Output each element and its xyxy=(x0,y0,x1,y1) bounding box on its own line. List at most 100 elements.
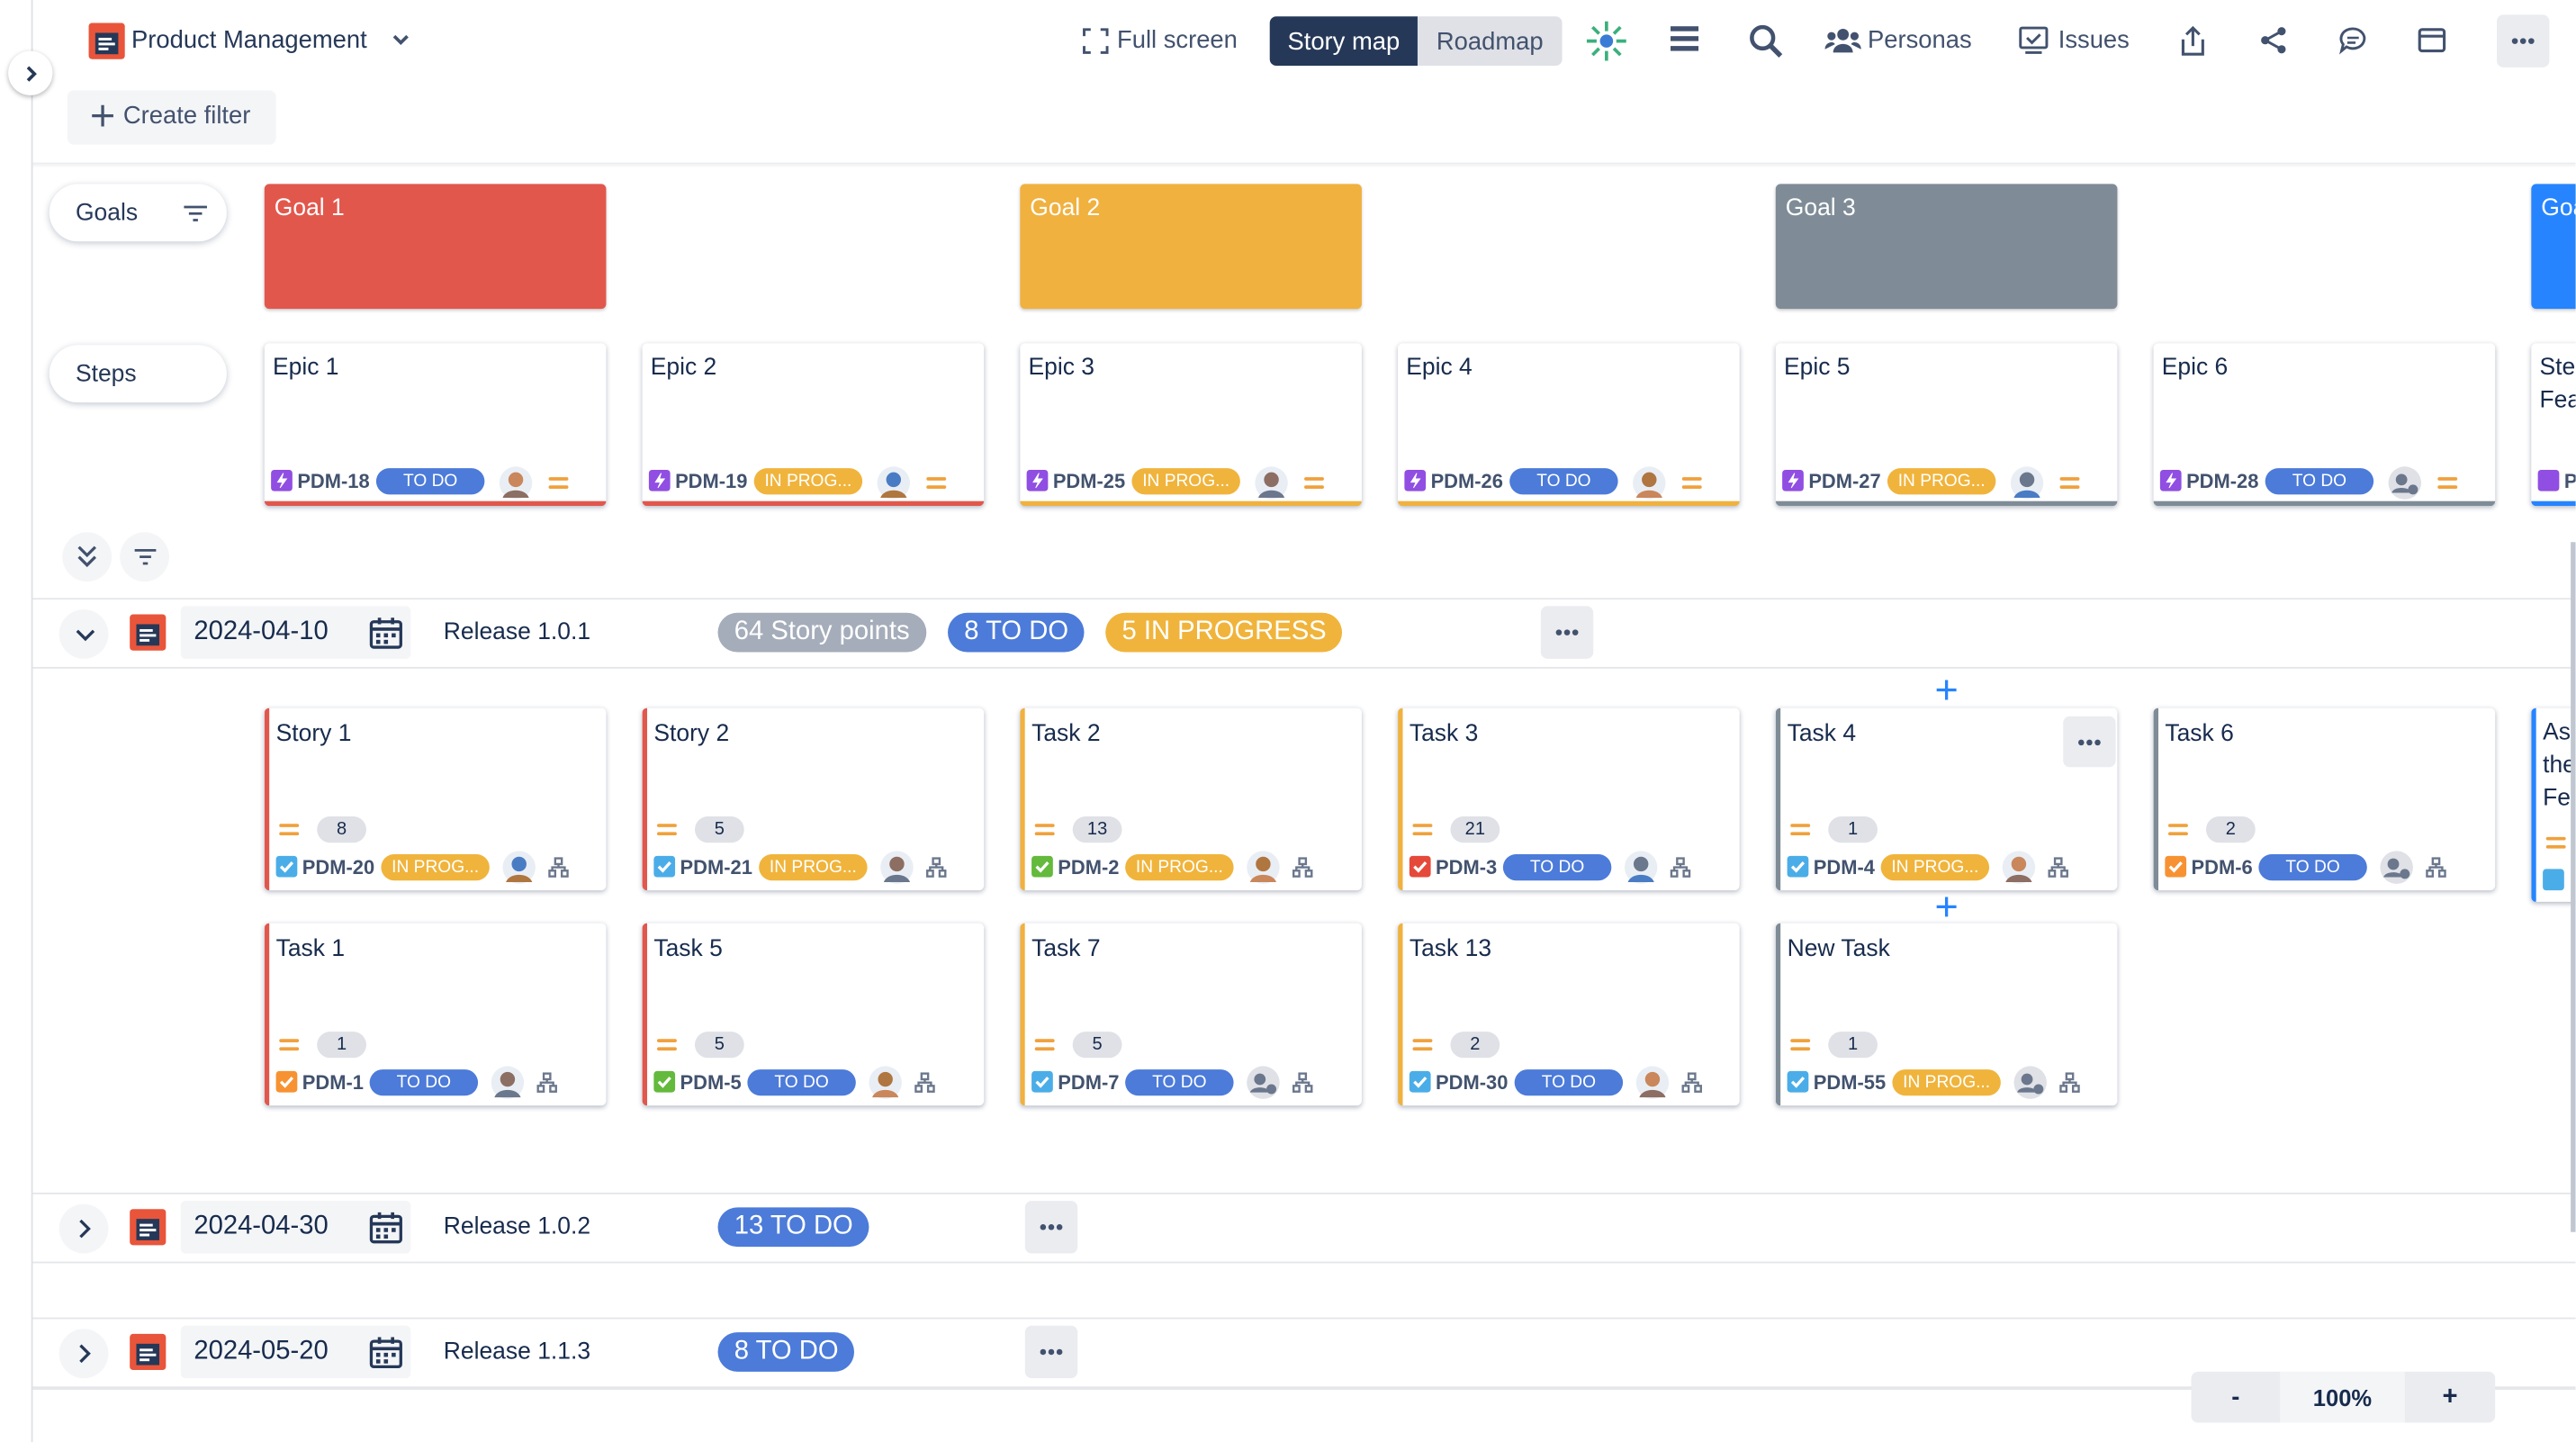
issue-type-icon xyxy=(1782,469,1804,491)
issue-type-icon xyxy=(1031,1070,1053,1093)
avatar xyxy=(1255,466,1288,500)
story-map-tab[interactable]: Story map xyxy=(1269,16,1418,66)
card-title: Task 5 xyxy=(653,936,723,963)
avatar xyxy=(502,851,536,884)
issue-type-icon xyxy=(653,855,676,878)
export-icon[interactable] xyxy=(2181,25,2205,56)
zoom-out-button[interactable]: - xyxy=(2231,1383,2240,1411)
avatar xyxy=(2388,466,2422,500)
full-screen-button[interactable]: Full screen xyxy=(1117,26,1238,55)
story-points: 13 xyxy=(1072,816,1122,843)
goal-card[interactable] xyxy=(264,184,607,310)
status-pill[interactable]: IN PROG... xyxy=(1887,468,1996,495)
issue-type-icon xyxy=(1409,855,1431,878)
release-border xyxy=(32,598,2576,600)
chevron-icon xyxy=(26,66,37,82)
scroll-track xyxy=(2571,542,2576,1232)
sidebar-toggle[interactable] xyxy=(8,50,53,95)
avatar xyxy=(1247,851,1280,884)
issue-key: PDM-19 xyxy=(675,469,748,493)
avatar xyxy=(1247,1066,1280,1099)
avatar xyxy=(491,1066,525,1099)
issue-key: PDM-7 xyxy=(1058,1070,1120,1095)
status-pill[interactable]: TO DO xyxy=(2258,854,2367,881)
avatar xyxy=(1633,466,1666,500)
status-pill[interactable]: TO DO xyxy=(1514,1069,1624,1096)
row-label-text: Goals xyxy=(75,200,139,227)
goal-card[interactable] xyxy=(2531,184,2576,310)
logo-icon xyxy=(130,1209,167,1246)
release-name: Release 1.0.2 xyxy=(443,1213,591,1240)
expand-button[interactable] xyxy=(59,609,109,659)
priority-icon xyxy=(279,824,300,836)
goal-card[interactable] xyxy=(1775,184,2118,310)
issue-type-icon xyxy=(1409,1070,1431,1093)
issue-type-icon xyxy=(271,469,293,491)
project-title[interactable]: Product Management xyxy=(131,26,367,55)
fullscreen-icon xyxy=(1083,28,1109,54)
status-pill[interactable]: IN PROG... xyxy=(1125,854,1234,881)
dots-icon xyxy=(2511,38,2535,44)
status-pill[interactable]: TO DO xyxy=(1509,468,1618,495)
priority-icon xyxy=(1412,824,1433,836)
avatar xyxy=(877,466,911,500)
collapse-icon xyxy=(77,545,97,568)
expand-button[interactable] xyxy=(59,1329,109,1379)
priority-icon xyxy=(1681,477,1702,489)
comment-icon[interactable] xyxy=(2339,26,2367,55)
priority-icon xyxy=(657,824,677,836)
avatar xyxy=(2002,851,2036,884)
expand-button[interactable] xyxy=(59,1203,109,1254)
dots-icon xyxy=(1555,629,1579,635)
filter-icon xyxy=(134,549,157,565)
card-title: Story 2 xyxy=(653,721,730,748)
share-icon[interactable] xyxy=(2260,26,2288,54)
status-pill[interactable]: TO DO xyxy=(1125,1069,1234,1096)
card-title: Task 4 xyxy=(1787,721,1857,748)
card-title: Task 6 xyxy=(2165,721,2234,748)
add-icon[interactable] xyxy=(1936,897,1957,917)
hierarchy-icon xyxy=(2059,1072,2080,1093)
view-icon[interactable] xyxy=(1671,26,1699,54)
add-icon[interactable] xyxy=(1936,680,1957,700)
personas-button[interactable]: Personas xyxy=(1868,26,1972,55)
status-pill[interactable]: IN PROG... xyxy=(1892,1069,2001,1096)
issues-button[interactable]: Issues xyxy=(2058,26,2130,55)
status-pill[interactable]: IN PROG... xyxy=(1880,854,1990,881)
ai-icon[interactable] xyxy=(1585,20,1627,62)
chevron-icon xyxy=(79,1219,91,1239)
priority-icon xyxy=(1790,824,1811,836)
row-label-text: Steps xyxy=(75,361,137,388)
status-pill[interactable]: IN PROG... xyxy=(1131,468,1240,495)
status-pill[interactable]: IN PROG... xyxy=(759,854,868,881)
dots-icon xyxy=(2077,738,2101,745)
roadmap-tab[interactable]: Roadmap xyxy=(1417,16,1563,66)
status-pill[interactable]: TO DO xyxy=(747,1069,856,1096)
avatar xyxy=(1635,1066,1670,1099)
priority-icon xyxy=(1034,1039,1055,1051)
priority-icon xyxy=(1304,477,1324,489)
status-pill[interactable]: IN PROG... xyxy=(753,468,863,495)
release-border xyxy=(32,666,2576,669)
card-title: Task 2 xyxy=(1031,721,1101,748)
story-points: 1 xyxy=(1828,816,1878,843)
issue-key: PDM-4 xyxy=(1813,855,1875,879)
priority-icon xyxy=(1412,1039,1433,1051)
epic-title: Epic 4 xyxy=(1406,355,1473,382)
zoom-in-button[interactable]: + xyxy=(2442,1382,2458,1410)
release-badge: 8 TO DO xyxy=(948,612,1085,653)
window-icon[interactable] xyxy=(2418,28,2446,53)
release-badge: 64 Story points xyxy=(717,612,926,653)
filter-icon[interactable] xyxy=(184,205,207,221)
status-pill[interactable]: TO DO xyxy=(369,1069,479,1096)
calendar-icon xyxy=(369,1337,402,1369)
goal-card[interactable] xyxy=(1020,184,1362,310)
status-pill[interactable]: IN PROG... xyxy=(381,854,490,881)
status-pill[interactable]: TO DO xyxy=(1502,854,1612,881)
status-pill[interactable]: TO DO xyxy=(2265,468,2374,495)
epic-title: Epic 3 xyxy=(1028,355,1095,382)
search-icon[interactable] xyxy=(1750,24,1783,58)
status-pill[interactable]: TO DO xyxy=(375,468,485,495)
logo-icon xyxy=(130,1333,167,1371)
